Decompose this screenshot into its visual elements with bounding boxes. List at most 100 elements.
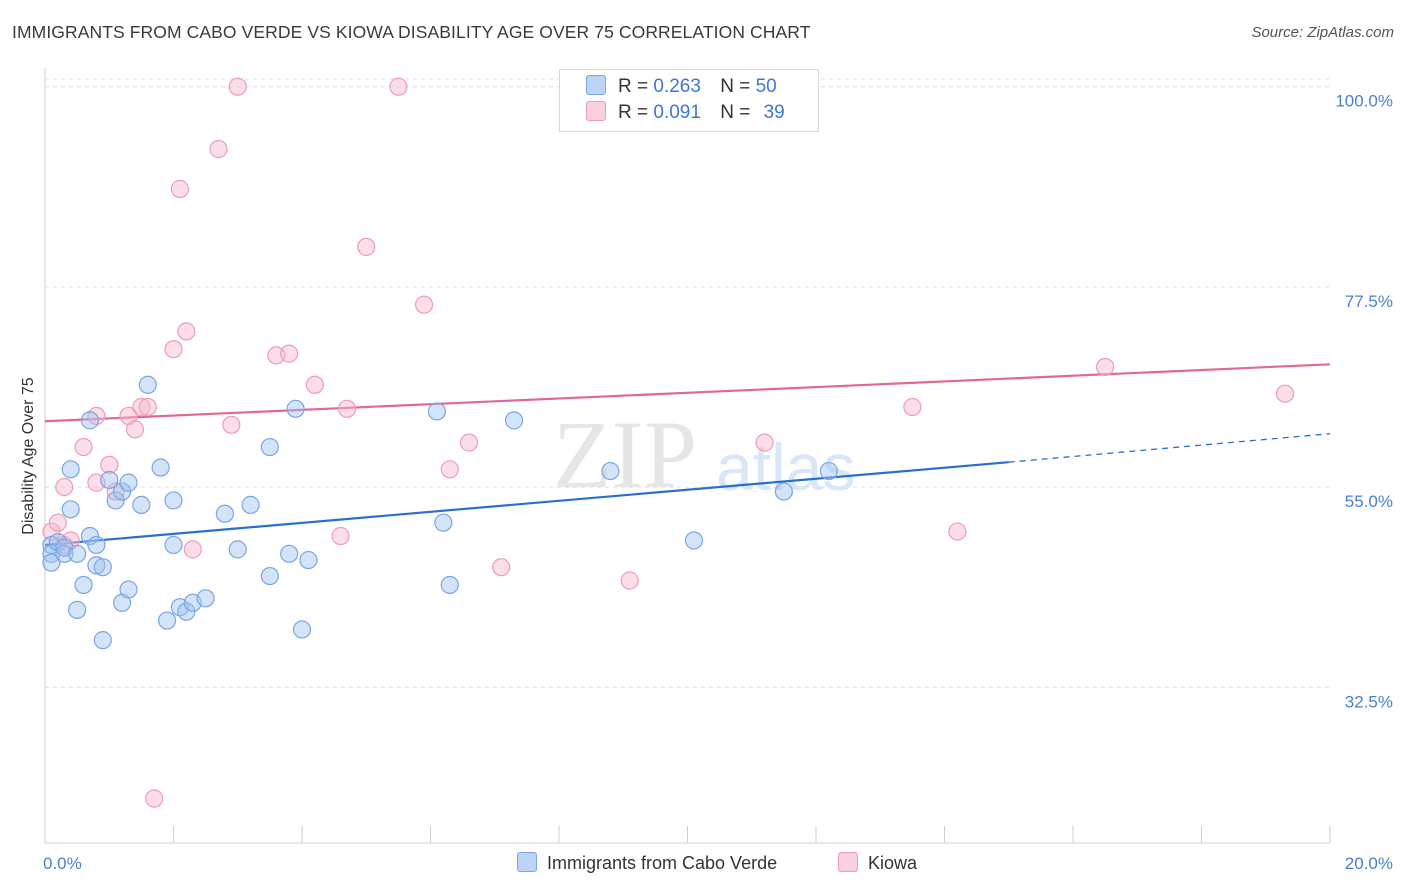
y-tick-label: 100.0% (1335, 92, 1393, 111)
point-kiowa (138, 397, 157, 417)
trend-line-extension (1008, 433, 1331, 463)
point-kiowa (48, 513, 67, 532)
point-kiowa (145, 789, 164, 808)
point-cabo-verde (434, 513, 453, 532)
point-cabo-verde (138, 375, 157, 394)
point-kiowa (948, 522, 967, 541)
point-cabo-verde (177, 602, 196, 621)
point-kiowa (42, 522, 61, 541)
point-cabo-verde (280, 544, 299, 563)
point-cabo-verde (93, 631, 112, 650)
point-kiowa (164, 340, 183, 359)
point-kiowa (280, 344, 299, 363)
series-swatch-cabo-verde (517, 852, 537, 872)
point-cabo-verde (774, 482, 793, 501)
series-name-kiowa: Kiowa (868, 853, 918, 873)
point-cabo-verde (87, 556, 106, 575)
x-tick-label: 0.0% (43, 854, 82, 873)
x-tick-label: 20.0% (1345, 854, 1393, 873)
point-cabo-verde (100, 470, 119, 490)
point-kiowa (331, 526, 350, 546)
y-axis-label: Disability Age Over 75 (20, 377, 37, 535)
watermark: ZIP atlas (553, 401, 855, 508)
series-legend-kiowa: Kiowa (838, 852, 917, 874)
trend-line-kiowa (44, 363, 1331, 423)
legend-r-label: R = (618, 102, 649, 123)
legend-row-cabo-verde: R = 0.263 N = 50 (586, 75, 777, 101)
point-cabo-verde (93, 558, 112, 577)
point-kiowa (337, 399, 357, 418)
data-points (42, 77, 1295, 808)
point-kiowa (1275, 384, 1295, 403)
point-cabo-verde (504, 411, 524, 430)
point-kiowa (177, 322, 196, 341)
point-cabo-verde (55, 544, 74, 563)
point-cabo-verde (106, 491, 125, 510)
point-cabo-verde (286, 399, 305, 418)
point-cabo-verde (164, 491, 183, 510)
point-cabo-verde (164, 535, 183, 555)
point-kiowa (620, 571, 639, 590)
series-swatch-kiowa (838, 852, 858, 872)
stats-legend: R = 0.263 N = 50 R = 0.091 N = 39 (559, 69, 819, 132)
point-kiowa (228, 77, 247, 96)
axes (44, 68, 1331, 844)
point-cabo-verde (215, 504, 234, 523)
point-cabo-verde (292, 620, 312, 639)
point-cabo-verde (80, 526, 100, 546)
point-cabo-verde (132, 495, 151, 514)
legend-r-value: 0.263 (653, 76, 701, 97)
point-cabo-verde (299, 550, 318, 570)
tick-labels: 32.5% 55.0% 77.5% 100.0% 0.0% 20.0% (43, 92, 1393, 873)
point-cabo-verde (157, 611, 177, 630)
y-tick-label: 77.5% (1345, 292, 1393, 311)
point-kiowa (414, 295, 434, 314)
point-cabo-verde (80, 411, 100, 430)
chart-title: IMMIGRANTS FROM CABO VERDE VS KIOWA DISA… (12, 22, 811, 42)
point-cabo-verde (119, 473, 138, 492)
series-legend-cabo-verde: Immigrants from Cabo Verde (517, 852, 777, 874)
point-cabo-verde (196, 589, 215, 608)
point-kiowa (459, 433, 479, 452)
legend-n-label: N = (720, 102, 751, 123)
y-tick-label: 32.5% (1345, 692, 1393, 711)
point-kiowa (132, 397, 151, 417)
point-cabo-verde (819, 461, 838, 481)
trend-lines (44, 363, 1331, 547)
legend-r-value: 0.091 (653, 102, 701, 123)
point-kiowa (1096, 357, 1115, 377)
point-cabo-verde (228, 540, 247, 559)
point-cabo-verde (684, 531, 704, 550)
legend-n-value: 50 (755, 76, 777, 97)
point-kiowa (440, 460, 459, 479)
point-cabo-verde (601, 461, 620, 481)
point-kiowa (357, 237, 376, 256)
point-cabo-verde (112, 482, 132, 501)
point-cabo-verde (68, 600, 87, 619)
point-kiowa (170, 179, 190, 199)
series-name-cabo-verde: Immigrants from Cabo Verde (547, 853, 778, 873)
point-cabo-verde (151, 458, 170, 477)
point-kiowa (755, 433, 774, 452)
point-kiowa (209, 139, 228, 159)
legend-swatch-kiowa (586, 101, 606, 121)
point-cabo-verde (42, 553, 61, 572)
gridlines (45, 78, 1330, 688)
point-cabo-verde (260, 566, 279, 586)
point-cabo-verde (119, 580, 138, 599)
point-kiowa (183, 540, 202, 559)
legend-row-kiowa: R = 0.091 N = 39 (586, 101, 785, 127)
point-cabo-verde (241, 495, 260, 514)
point-cabo-verde (61, 460, 80, 479)
y-tick-label: 55.0% (1345, 492, 1393, 511)
point-kiowa (492, 558, 511, 577)
point-kiowa (55, 477, 74, 497)
watermark-zip: ZIP (553, 401, 697, 508)
trend-line-cabo-verde (44, 461, 1009, 547)
legend-n-value: 39 (763, 102, 785, 123)
point-cabo-verde (440, 575, 459, 595)
legend-n-label: N = (720, 76, 751, 97)
point-kiowa (903, 397, 922, 417)
legend-r-label: R = (618, 76, 649, 97)
